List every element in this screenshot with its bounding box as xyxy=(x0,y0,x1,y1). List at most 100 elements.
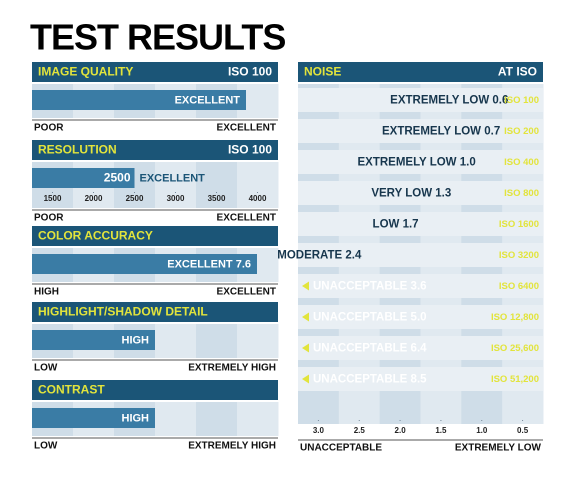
noise-label: LOW 1.7 xyxy=(373,219,419,231)
noise-label: UNACCEPTABLE 8.5 xyxy=(313,374,427,386)
panel-title: NOISE xyxy=(304,65,341,79)
panel-subtitle: ISO 100 xyxy=(228,65,272,79)
noise-rating: VERY LOW xyxy=(371,188,432,200)
noise-rating: EXTREMELY LOW xyxy=(390,95,489,107)
x-tick-label: 2000 xyxy=(85,194,103,203)
rating-label: HIGH xyxy=(122,412,150,424)
panel-header xyxy=(298,62,543,82)
row-background xyxy=(298,119,543,143)
x-tick-label: 3.0 xyxy=(313,426,325,435)
iso-label: ISO 100 xyxy=(504,95,539,106)
panel-header xyxy=(32,226,278,246)
panel-title: HIGHLIGHT/SHADOW DETAIL xyxy=(38,305,208,319)
noise-rating: UNACCEPTABLE xyxy=(313,374,408,386)
background-band xyxy=(196,402,238,436)
x-tick-label: 2500 xyxy=(126,194,144,203)
scale-label-low: LOW xyxy=(34,363,58,374)
scale-label-low: UNACCEPTABLE xyxy=(300,443,382,454)
iso-label: ISO 400 xyxy=(504,157,539,168)
iso-label: ISO 800 xyxy=(504,188,539,199)
background-band xyxy=(196,162,238,208)
noise-label: EXTREMELY LOW 0.7 xyxy=(382,126,500,138)
x-tick-label: 2.0 xyxy=(395,426,407,435)
scale-label-low: LOW xyxy=(34,441,58,452)
row-background xyxy=(298,274,543,298)
noise-label: UNACCEPTABLE 5.0 xyxy=(313,312,427,324)
noise-rating: EXTREMELY LOW xyxy=(382,126,481,138)
noise-label: EXTREMELY LOW 0.6 xyxy=(390,95,508,107)
rating-bar xyxy=(32,254,257,274)
iso-label: ISO 12,800 xyxy=(491,312,539,323)
row-background xyxy=(298,243,543,267)
panel-header xyxy=(32,62,278,82)
iso-label: ISO 3200 xyxy=(499,250,539,261)
noise-rating: UNACCEPTABLE xyxy=(313,343,408,355)
rating-label: EXCELLENT xyxy=(140,172,206,184)
warning-arrow xyxy=(302,343,309,353)
row-background xyxy=(298,181,543,205)
noise-label: UNACCEPTABLE 6.4 xyxy=(313,343,427,355)
background-band xyxy=(237,162,279,208)
panel-header xyxy=(32,380,278,400)
scale-label-high: EXTREMELY HIGH xyxy=(188,441,276,452)
noise-label: VERY LOW 1.3 xyxy=(371,188,451,200)
background-band xyxy=(155,402,197,436)
panel-header xyxy=(32,302,278,322)
noise-value: 6.4 xyxy=(411,343,428,355)
noise-value: 8.5 xyxy=(411,374,428,386)
rating-label: EXCELLENT xyxy=(175,94,241,106)
rating-bar xyxy=(32,408,155,428)
warning-arrow xyxy=(302,312,309,322)
noise-rating: MODERATE xyxy=(277,250,342,262)
background-band xyxy=(155,324,197,358)
noise-value: 1.0 xyxy=(460,157,476,169)
rating-bar xyxy=(32,330,155,350)
scale-label-low: POOR xyxy=(34,213,64,224)
panel-header xyxy=(32,140,278,160)
iso-label: ISO 25,600 xyxy=(491,343,539,354)
iso-label: ISO 6400 xyxy=(499,281,539,292)
noise-rating: LOW xyxy=(373,219,400,231)
x-tick-label: 3000 xyxy=(167,194,185,203)
noise-rating: UNACCEPTABLE xyxy=(313,281,408,293)
row-background xyxy=(298,367,543,391)
noise-value: 3.6 xyxy=(411,281,427,293)
noise-value: 1.3 xyxy=(435,188,451,200)
x-tick-label: 1500 xyxy=(44,194,62,203)
panel-title: IMAGE QUALITY xyxy=(38,65,133,79)
row-background xyxy=(298,88,543,112)
iso-label: ISO 51,200 xyxy=(491,374,539,385)
noise-rating: EXTREMELY LOW xyxy=(358,157,457,169)
noise-value: 5.0 xyxy=(411,312,427,324)
row-background xyxy=(298,150,543,174)
noise-value: 2.4 xyxy=(345,250,362,262)
row-background xyxy=(298,212,543,236)
x-tick-label: 0.5 xyxy=(517,426,529,435)
noise-value: 0.6 xyxy=(492,95,508,107)
background-band xyxy=(155,162,197,208)
rating-label: HIGH xyxy=(122,334,150,346)
x-tick-label: 3500 xyxy=(208,194,226,203)
panel-title: CONTRAST xyxy=(38,383,105,397)
iso-label: ISO 1600 xyxy=(499,219,539,230)
x-tick-label: 4000 xyxy=(249,194,267,203)
iso-label: ISO 200 xyxy=(504,126,539,137)
rating-label: EXCELLENT 7.6 xyxy=(167,258,251,270)
x-tick-label: 2.5 xyxy=(354,426,366,435)
bar xyxy=(32,168,135,188)
panel-title: RESOLUTION xyxy=(38,143,117,157)
warning-arrow xyxy=(302,281,309,291)
panel-subtitle: AT ISO xyxy=(498,65,537,79)
scale-label-high: EXTREMELY HIGH xyxy=(188,363,276,374)
row-background xyxy=(298,305,543,329)
scale-label-high: EXCELLENT xyxy=(217,213,276,224)
scale-label-high: EXCELLENT xyxy=(217,287,276,298)
panel-title: COLOR ACCURACY xyxy=(38,229,153,243)
x-tick-label: 1.5 xyxy=(435,426,447,435)
scale-label-high: EXTREMELY LOW xyxy=(455,443,542,454)
noise-value: 1.7 xyxy=(403,219,419,231)
noise-label: EXTREMELY LOW 1.0 xyxy=(358,157,476,169)
row-background xyxy=(298,336,543,360)
noise-rating: UNACCEPTABLE xyxy=(313,312,408,324)
